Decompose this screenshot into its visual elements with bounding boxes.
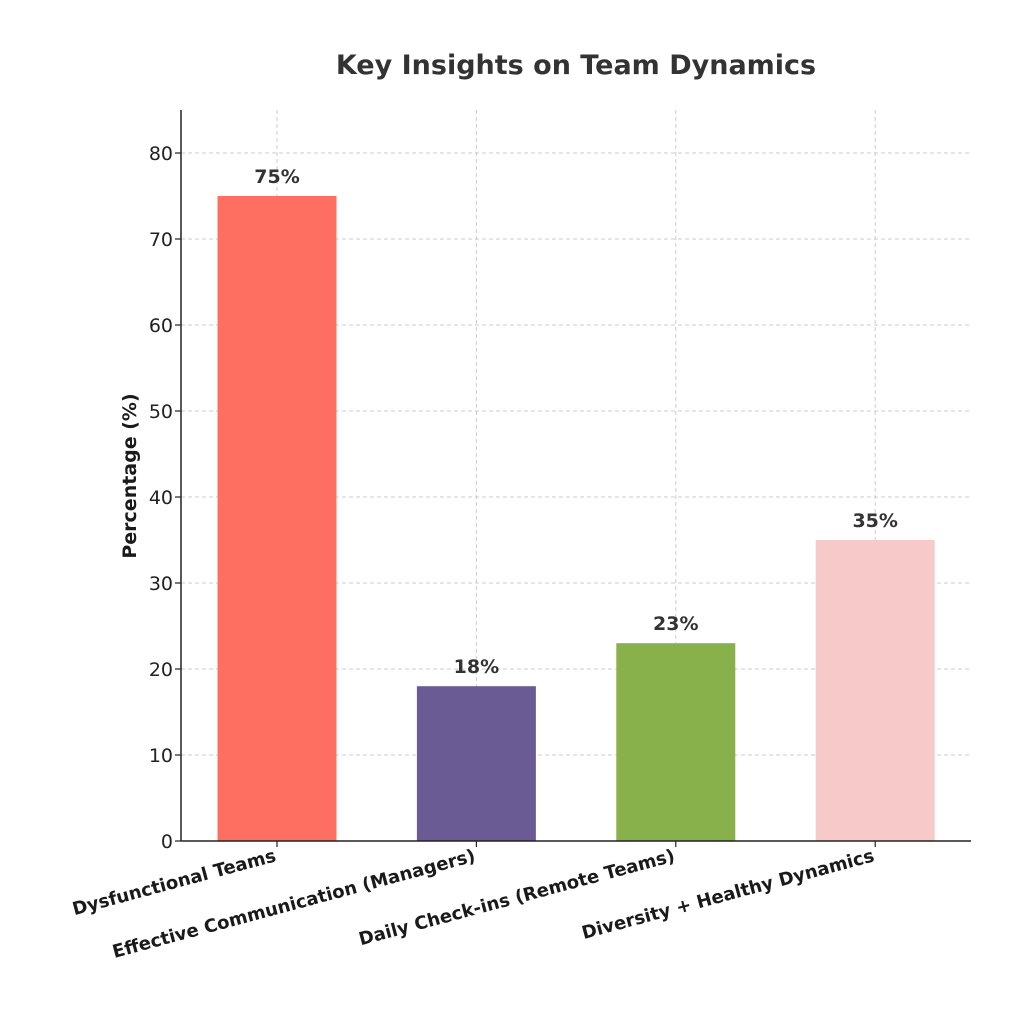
data-label: 23% xyxy=(653,613,698,635)
y-axis-label: Percentage (%) xyxy=(119,393,141,558)
data-label: 35% xyxy=(852,510,897,532)
x-tick-label: Effective Communication (Managers) xyxy=(110,846,477,963)
bar xyxy=(616,643,736,841)
y-ticks: 0 10 20 30 40 50 60 70 80 xyxy=(149,143,181,853)
data-label: 18% xyxy=(454,656,499,678)
y-tick-label: 80 xyxy=(149,143,173,165)
x-tick-label: Daily Check-ins (Remote Teams) xyxy=(357,846,677,951)
y-tick-label: 0 xyxy=(161,831,173,853)
y-tick-label: 50 xyxy=(149,401,173,423)
y-tick-label: 10 xyxy=(149,745,173,767)
axes xyxy=(180,110,971,842)
bars xyxy=(217,196,935,841)
bar xyxy=(217,196,337,841)
chart-title: Key Insights on Team Dynamics xyxy=(336,50,816,81)
y-tick-label: 40 xyxy=(149,487,173,509)
bar xyxy=(815,540,935,841)
y-tick-label: 30 xyxy=(149,573,173,595)
data-labels: 75% 18% 23% 35% xyxy=(254,166,898,678)
bar xyxy=(416,686,536,841)
y-tick-label: 60 xyxy=(149,315,173,337)
y-tick-label: 20 xyxy=(149,659,173,681)
y-tick-label: 70 xyxy=(149,229,173,251)
data-label: 75% xyxy=(254,166,299,188)
